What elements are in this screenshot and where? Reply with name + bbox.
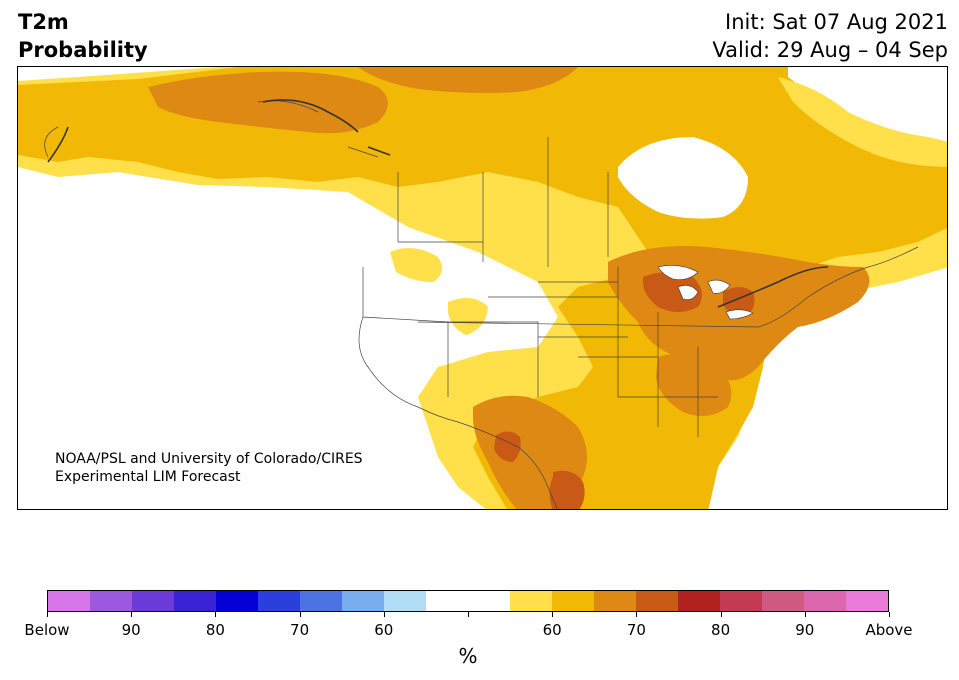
colorbar-segment [132, 591, 174, 611]
map-svg [18, 67, 947, 509]
colorbar-tick [804, 612, 806, 617]
variable-label: T2m [18, 10, 69, 34]
colorbar-segment [720, 591, 762, 611]
colorbar-tick-label: 60 [374, 621, 394, 639]
colorbar-segment [552, 591, 594, 611]
great-lakes [657, 265, 754, 320]
colorbar-segment [90, 591, 132, 611]
region-orange-arctic [358, 67, 578, 93]
colorbar-segment [342, 591, 384, 611]
colorbar-segment [636, 591, 678, 611]
region-white-hudson [618, 137, 748, 219]
init-date: Init: Sat 07 Aug 2021 [725, 10, 948, 34]
colorbar-tick [468, 612, 469, 617]
colorbar-tick [636, 612, 638, 617]
colorbar-tick [383, 612, 385, 617]
credit-line-2: Experimental LIM Forecast [55, 469, 241, 485]
colorbar-tick [131, 612, 133, 617]
colorbar-segment [384, 591, 426, 611]
borders [44, 100, 919, 509]
colorbar-segment [468, 591, 510, 611]
colorbar-tick-label: 90 [121, 621, 141, 639]
product-label: Probability [18, 38, 148, 62]
colorbar-segment [594, 591, 636, 611]
colorbar-tick-label: 90 [795, 621, 815, 639]
colorbar-segment [426, 591, 468, 611]
credit-line-1: NOAA/PSL and University of Colorado/CIRE… [55, 451, 363, 467]
colorbar-segment [174, 591, 216, 611]
colorbar-segment [678, 591, 720, 611]
region-orange-north [148, 71, 388, 134]
region-darkorange-greatlakes [643, 272, 702, 312]
valid-date: Valid: 29 Aug – 04 Sep [712, 38, 948, 62]
region-yellow-northeast [778, 77, 947, 167]
colorbar-segment [762, 591, 804, 611]
region-orange-southeast [656, 353, 732, 416]
colorbar-tick-label: Above [865, 621, 913, 639]
region-yellow-west-2 [448, 298, 488, 335]
colorbar-segment [48, 591, 90, 611]
colorbar-unit: % [458, 644, 478, 668]
colorbar-segment [300, 591, 342, 611]
region-darkorange-mexico [549, 470, 585, 509]
colorbar-tick [889, 612, 890, 617]
colorbar-segment [258, 591, 300, 611]
map-title: T2m Probability [18, 8, 148, 64]
colorbar-tick [215, 612, 217, 617]
colorbar-tick-label: 80 [711, 621, 731, 639]
colorbar-tick-label: 70 [626, 621, 646, 639]
probability-map [17, 66, 948, 510]
colorbar-tick-label: 80 [205, 621, 225, 639]
colorbar-segment [510, 591, 552, 611]
colorbar [47, 590, 889, 612]
colorbar-segment [804, 591, 846, 611]
colorbar-tick-label: Below [24, 621, 70, 639]
colorbar-tick [47, 612, 48, 617]
colorbar-tick-label: 70 [290, 621, 310, 639]
colorbar-segment [216, 591, 258, 611]
colorbar-tick [299, 612, 301, 617]
forecast-dates: Init: Sat 07 Aug 2021 Valid: 29 Aug – 04… [712, 8, 948, 64]
coastline [47, 99, 829, 308]
colorbar-tick-label: 60 [542, 621, 562, 639]
colorbar-segment [846, 591, 888, 611]
colorbar-tick [720, 612, 722, 617]
region-yellow-west [390, 248, 442, 282]
colorbar-tick [552, 612, 554, 617]
credit-text: NOAA/PSL and University of Colorado/CIRE… [55, 450, 363, 486]
